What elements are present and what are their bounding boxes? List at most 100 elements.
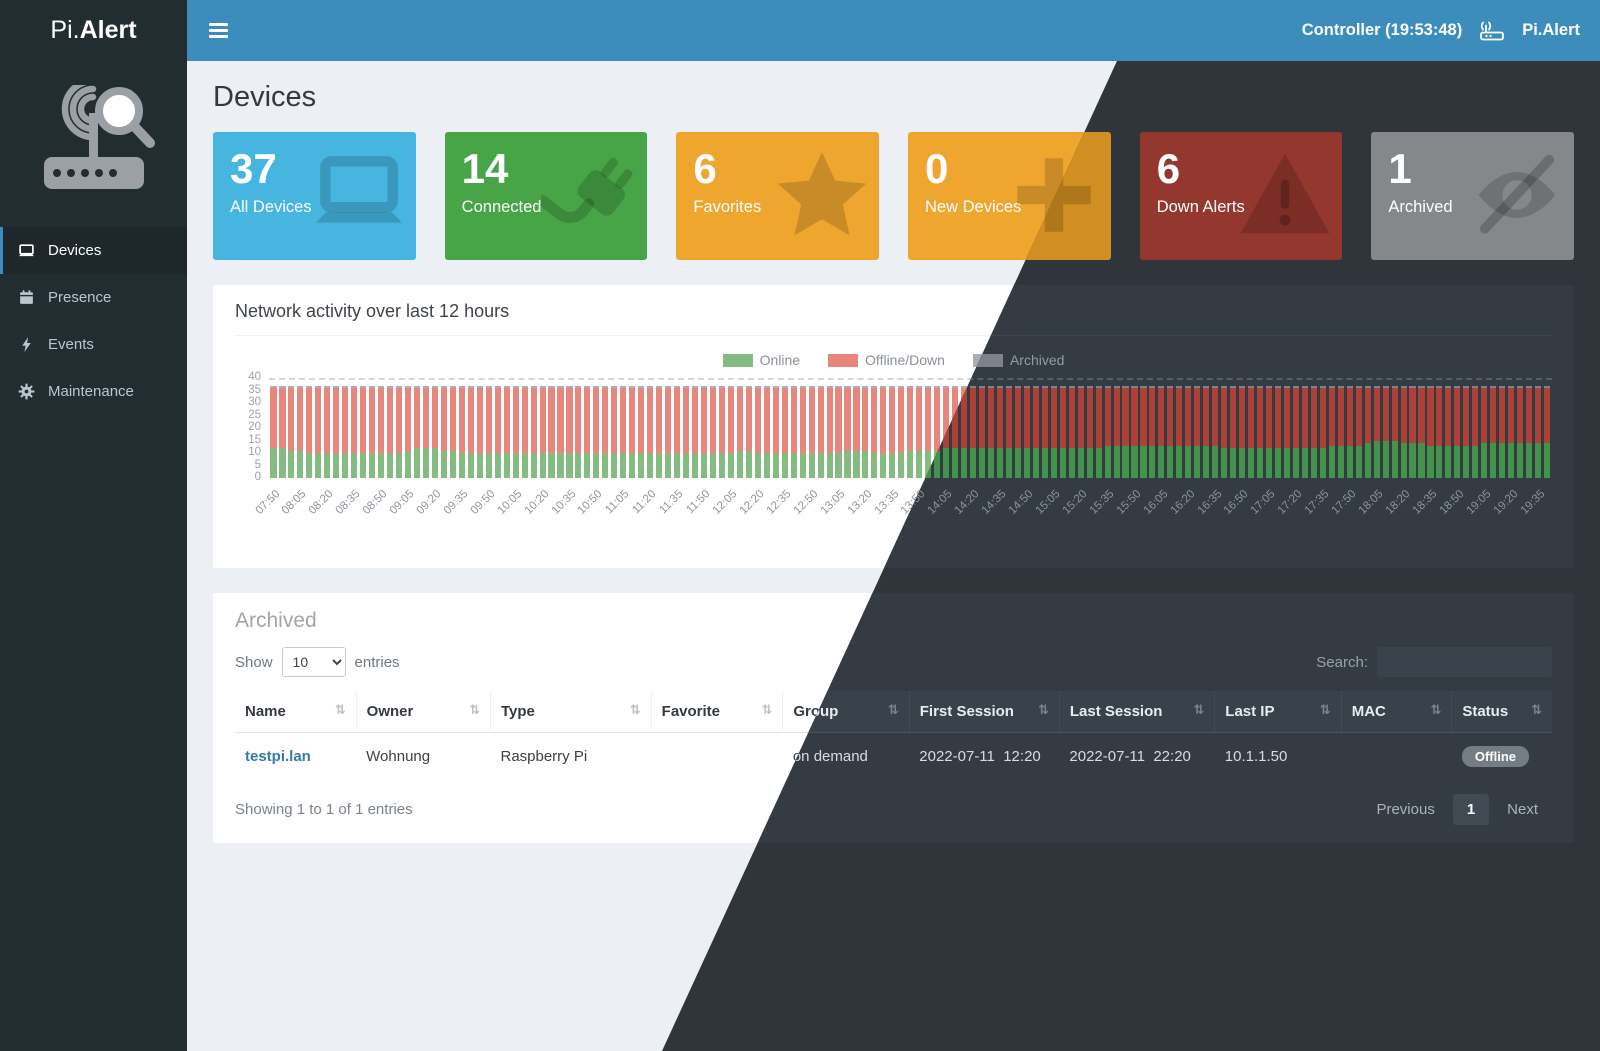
legend-archived-label: Archived xyxy=(1009,352,1065,368)
sort-icon: ⇅ xyxy=(1037,703,1049,718)
page-size-control: Show 10 entries xyxy=(235,647,400,677)
first-session-cell: 2022-07-11 12:20 xyxy=(909,732,1060,780)
sort-icon: ⇅ xyxy=(469,703,480,718)
legend-archived: Archived xyxy=(972,352,1065,368)
sidebar-item-label: Devices xyxy=(48,242,102,259)
table-row[interactable]: testpi.lan Wohnung Raspberry Pi on deman… xyxy=(662,732,1552,780)
mac-cell xyxy=(1341,732,1452,780)
router-icon xyxy=(1480,21,1505,40)
sidebar-item-presence[interactable]: Presence xyxy=(0,274,187,321)
laptop-icon xyxy=(315,156,402,223)
owner-cell: Wohnung xyxy=(356,732,491,780)
app-name: Pi.Alert xyxy=(1522,21,1580,39)
warning-triangle-icon xyxy=(1240,153,1330,234)
page-size-select[interactable]: 10 xyxy=(281,647,346,677)
sort-icon: ⇅ xyxy=(761,703,773,718)
column-header-name[interactable]: ⇅Name xyxy=(235,691,357,733)
pialert-router-logo xyxy=(0,61,187,227)
status-badge: Offline xyxy=(1461,746,1529,767)
online-swatch xyxy=(722,353,753,367)
search-input[interactable] xyxy=(1377,647,1552,677)
brand-alert: Alert xyxy=(79,16,137,44)
table-info-text: Showing 1 to 1 of 1 entries xyxy=(235,801,413,818)
archived-devices-table: ⇅Name ⇅Owner ⇅Type ⇅Favorite ⇅Group ⇅Fir… xyxy=(662,691,1552,780)
new-devices-label: New Devices xyxy=(925,198,1022,217)
sidebar-item-devices[interactable]: Devices xyxy=(0,227,187,274)
show-label: Show xyxy=(235,653,273,671)
column-header-owner[interactable]: ⇅Owner xyxy=(355,691,491,733)
legend-online: Online xyxy=(722,352,801,368)
infobox-archived[interactable]: 1 Archived xyxy=(1371,132,1575,260)
plus-icon xyxy=(1016,158,1091,232)
plug-icon xyxy=(541,157,633,223)
archived-panel-title: Archived xyxy=(235,609,317,632)
pagination-page-1[interactable]: 1 xyxy=(1452,794,1490,825)
sort-icon: ⇅ xyxy=(334,703,346,718)
sidebar-item-label: Events xyxy=(48,336,94,353)
column-header-first-session[interactable]: ⇅First Session xyxy=(908,691,1060,733)
archived-label: Archived xyxy=(1388,198,1453,217)
brand-pi: Pi. xyxy=(50,16,80,44)
new-devices-count: 0 xyxy=(925,145,949,192)
infobox-favorites[interactable]: 6 Favorites xyxy=(676,132,880,260)
type-cell: Raspberry Pi xyxy=(490,732,652,780)
legend-online-label: Online xyxy=(759,352,801,368)
legend-offline: Offline/Down xyxy=(828,352,945,368)
column-header-last-session[interactable]: ⇅Last Session xyxy=(1058,691,1215,733)
column-header-status[interactable]: ⇅Status xyxy=(1451,691,1552,733)
sidebar-item-events[interactable]: Events xyxy=(0,321,187,368)
brand-logo[interactable]: Pi.Alert xyxy=(0,0,187,61)
favorites-count: 6 xyxy=(693,145,717,192)
last-ip-cell: 10.1.1.50 xyxy=(1214,732,1342,780)
table-footer: Showing 1 to 1 of 1 entries Previous 1 N… xyxy=(662,782,1552,831)
table-controls: Show 10 entries Search: xyxy=(662,647,1552,677)
favorites-label: Favorites xyxy=(693,198,762,217)
connected-label: Connected xyxy=(461,198,542,217)
column-header-type[interactable]: ⇅Type xyxy=(489,691,652,733)
gear-icon xyxy=(18,383,35,400)
all-devices-label: All Devices xyxy=(230,198,312,217)
device-name-link[interactable]: testpi.lan xyxy=(235,732,357,780)
offline-swatch xyxy=(828,353,859,367)
pagination: Previous 1 Next xyxy=(1362,794,1552,825)
sidebar-menu: Devices Presence Events xyxy=(0,227,187,415)
sort-icon: ⇅ xyxy=(629,703,641,718)
entries-label: entries xyxy=(354,653,400,671)
all-devices-count: 37 xyxy=(230,145,277,192)
calendar-icon xyxy=(20,290,33,304)
sort-icon: ⇅ xyxy=(1531,703,1542,718)
pagination-next[interactable]: Next xyxy=(1507,801,1538,818)
star-icon xyxy=(777,152,867,236)
infobox-connected[interactable]: 14 Connected xyxy=(444,132,648,260)
sort-icon: ⇅ xyxy=(1319,703,1331,718)
infobox-down-alerts[interactable]: 6 Down Alerts xyxy=(1139,132,1343,260)
chart-title: Network activity over last 12 hours xyxy=(662,301,1552,336)
infobox-all-devices[interactable]: 37 All Devices xyxy=(213,132,416,260)
sort-icon: ⇅ xyxy=(1193,703,1205,718)
column-header-mac[interactable]: ⇅MAC xyxy=(1340,691,1452,733)
chart-title: Network activity over last 12 hours xyxy=(235,301,1552,336)
connected-count: 14 xyxy=(461,145,509,192)
column-header-last-ip[interactable]: ⇅Last IP xyxy=(1214,691,1342,733)
search-control: Search: xyxy=(1316,647,1552,677)
eye-slash-icon xyxy=(1478,154,1556,234)
down-alerts-count: 6 xyxy=(1156,145,1181,192)
sort-icon: ⇅ xyxy=(887,703,899,718)
page-title: Devices xyxy=(213,81,317,113)
laptop-icon xyxy=(19,244,34,257)
pagination-previous[interactable]: Previous xyxy=(1376,801,1435,818)
top-navbar: Pi.Alert Controller (19:53:48) Pi.Alert xyxy=(0,0,1600,61)
status-cell: Offline xyxy=(1451,732,1552,780)
favorite-cell xyxy=(651,732,783,780)
sidebar-item-label: Presence xyxy=(48,289,112,306)
column-header-favorite[interactable]: ⇅Favorite xyxy=(650,691,783,733)
sidebar-item-maintenance[interactable]: Maintenance xyxy=(0,368,187,415)
controller-clock: Controller (19:53:48) xyxy=(1301,21,1463,39)
bolt-icon xyxy=(22,337,31,352)
search-label: Search: xyxy=(1316,653,1368,671)
sidebar-item-label: Maintenance xyxy=(48,383,134,400)
archived-count: 1 xyxy=(1388,145,1412,192)
sidebar-toggle-button[interactable] xyxy=(207,17,230,44)
